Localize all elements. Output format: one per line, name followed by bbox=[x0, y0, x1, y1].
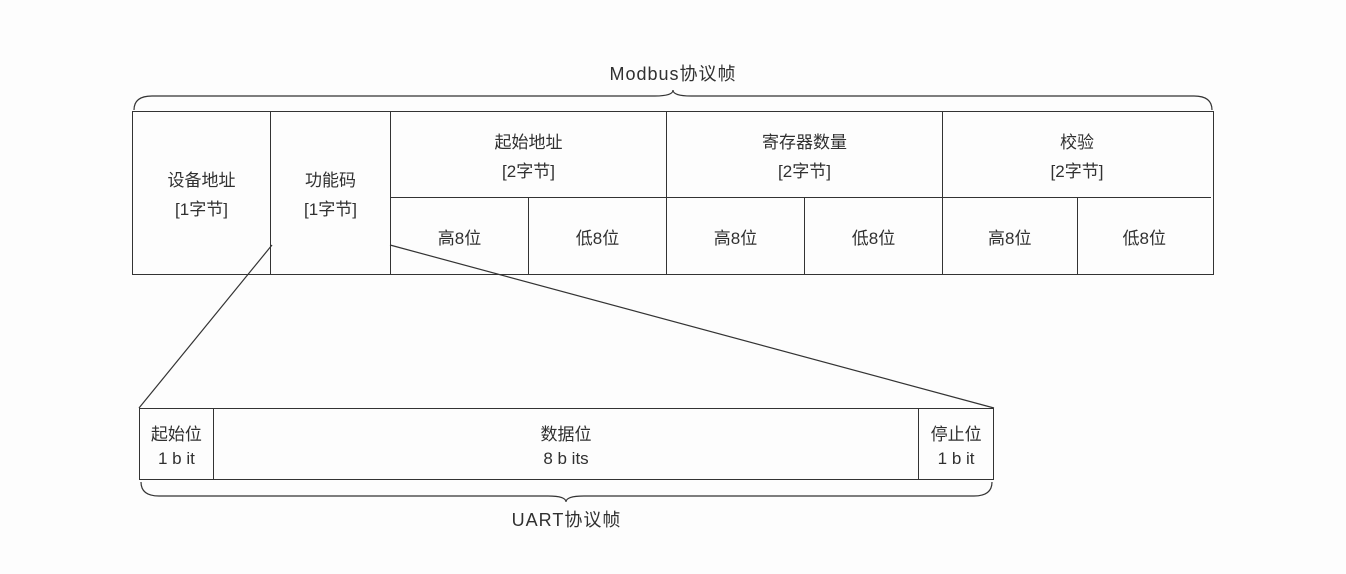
group-sub-row: 高8位低8位 bbox=[943, 198, 1211, 274]
uart-table: 起始位 1 b it 数据位 8 b its 停止位 1 b it bbox=[139, 408, 994, 480]
uart-frame-diagram: 起始位 1 b it 数据位 8 b its 停止位 1 b it UART协议帧 bbox=[139, 408, 994, 532]
cell-label: 寄存器数量 bbox=[762, 128, 847, 153]
cell-sublabel: [2字节] bbox=[778, 157, 831, 182]
cell-sublabel: 8 b its bbox=[543, 449, 588, 469]
modbus-table: 设备地址[1字节]功能码[1字节]起始地址[2字节]高8位低8位寄存器数量[2字… bbox=[132, 111, 1214, 275]
cell-sublabel: [1字节] bbox=[175, 195, 228, 220]
cell-sublabel: [1字节] bbox=[304, 195, 357, 220]
modbus-frame-diagram: Modbus协议帧 设备地址[1字节]功能码[1字节]起始地址[2字节]高8位低… bbox=[132, 60, 1214, 275]
uart-cell-2: 停止位 1 b it bbox=[919, 409, 993, 479]
cell-sublabel: 1 b it bbox=[158, 449, 195, 469]
group-header: 寄存器数量 [2字节] bbox=[667, 112, 942, 198]
cell-label: 数据位 bbox=[541, 420, 592, 445]
group-sub-row: 高8位低8位 bbox=[667, 198, 942, 274]
modbus-group-2: 起始地址 [2字节] 高8位低8位 bbox=[391, 112, 667, 274]
cell-label: 起始地址 bbox=[495, 128, 563, 153]
uart-cell-0: 起始位 1 b it bbox=[140, 409, 214, 479]
uart-title: UART协议帧 bbox=[139, 506, 994, 532]
modbus-title: Modbus协议帧 bbox=[132, 60, 1214, 86]
modbus-cell-0: 设备地址 [1字节] bbox=[133, 112, 271, 274]
cell-label: 校验 bbox=[1060, 128, 1094, 153]
sub-cell-1: 低8位 bbox=[529, 198, 666, 274]
modbus-cell-1: 功能码 [1字节] bbox=[271, 112, 391, 274]
sub-cell-0: 高8位 bbox=[667, 198, 805, 274]
cell-label: 设备地址 bbox=[168, 166, 236, 191]
sub-cell-0: 高8位 bbox=[391, 198, 529, 274]
cell-label: 功能码 bbox=[305, 166, 356, 191]
cell-sublabel: [2字节] bbox=[502, 157, 555, 182]
cell-label: 停止位 bbox=[931, 420, 982, 445]
cell-sublabel: [2字节] bbox=[1051, 157, 1104, 182]
uart-cell-1: 数据位 8 b its bbox=[214, 409, 919, 479]
group-sub-row: 高8位低8位 bbox=[391, 198, 666, 274]
group-header: 校验 [2字节] bbox=[943, 112, 1211, 198]
sub-cell-1: 低8位 bbox=[1078, 198, 1212, 274]
modbus-group-3: 寄存器数量 [2字节] 高8位低8位 bbox=[667, 112, 943, 274]
sub-cell-0: 高8位 bbox=[943, 198, 1078, 274]
cell-sublabel: 1 b it bbox=[938, 449, 975, 469]
uart-bottom-brace bbox=[139, 480, 994, 502]
cell-label: 起始位 bbox=[151, 420, 202, 445]
group-header: 起始地址 [2字节] bbox=[391, 112, 666, 198]
modbus-group-4: 校验 [2字节] 高8位低8位 bbox=[943, 112, 1211, 274]
modbus-top-brace bbox=[132, 90, 1214, 112]
sub-cell-1: 低8位 bbox=[805, 198, 942, 274]
